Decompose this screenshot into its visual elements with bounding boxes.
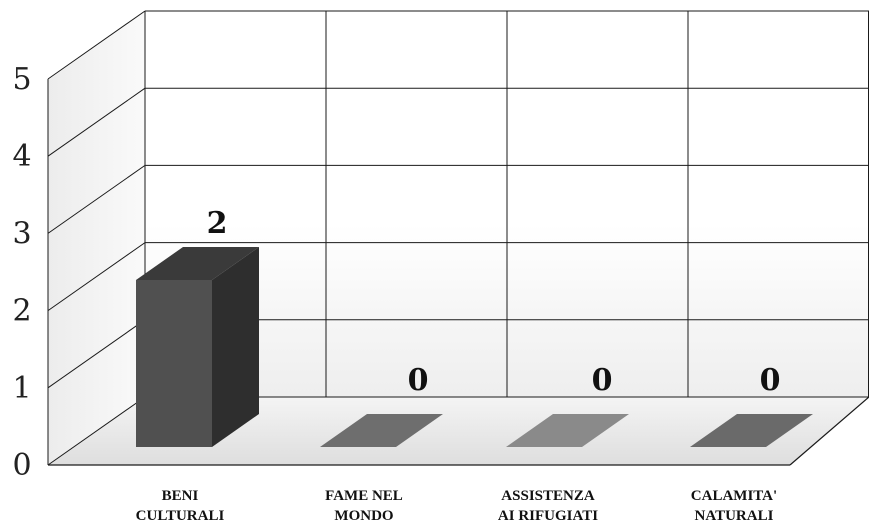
gridlines: [47, 10, 869, 466]
bar-top-0: [136, 247, 259, 280]
category-label-3: CALAMITA' NATURALI: [691, 488, 777, 524]
y-tick-label-2: 2: [12, 294, 31, 329]
gridline-left-4: [47, 87, 146, 157]
bars: [136, 247, 813, 447]
floor-right-edge: [789, 396, 869, 466]
category-labels: BENI CULTURALI FAME NEL MONDO ASSISTENZA AI R…: [136, 488, 778, 524]
gridline-left-5: [47, 10, 146, 80]
gridline-left-0: [47, 396, 146, 466]
data-label-0: 2: [207, 206, 228, 241]
category-label-2: ASSISTENZA AI RIFUGIATI: [498, 488, 598, 524]
y-tick-label-4: 4: [12, 139, 31, 174]
bar-1: [320, 414, 443, 447]
y-tick-label-3: 3: [12, 216, 31, 251]
category-label-0: BENI CULTURALI: [136, 488, 225, 524]
bar-0: [136, 280, 212, 447]
bar-3: [690, 414, 813, 447]
category-label-1: FAME NEL MONDO: [325, 488, 403, 524]
data-label-2: 0: [592, 363, 613, 398]
bar-side-0: [212, 247, 259, 447]
data-label-1: 0: [408, 363, 429, 398]
data-labels: 20 0 0: [207, 206, 781, 398]
y-tick-label-1: 1: [12, 371, 31, 406]
bar-2: [506, 414, 629, 447]
left-wall: [48, 12, 145, 465]
gridline-left-3: [47, 164, 146, 234]
y-tick-label-0: 0: [12, 448, 31, 483]
gridline-left-2: [47, 242, 146, 312]
data-label-3: 0: [760, 363, 781, 398]
y-axis-ticks: 0 1 2 3 4 5: [12, 62, 31, 483]
gridline-left-1: [47, 319, 146, 389]
y-tick-label-5: 5: [12, 62, 31, 97]
